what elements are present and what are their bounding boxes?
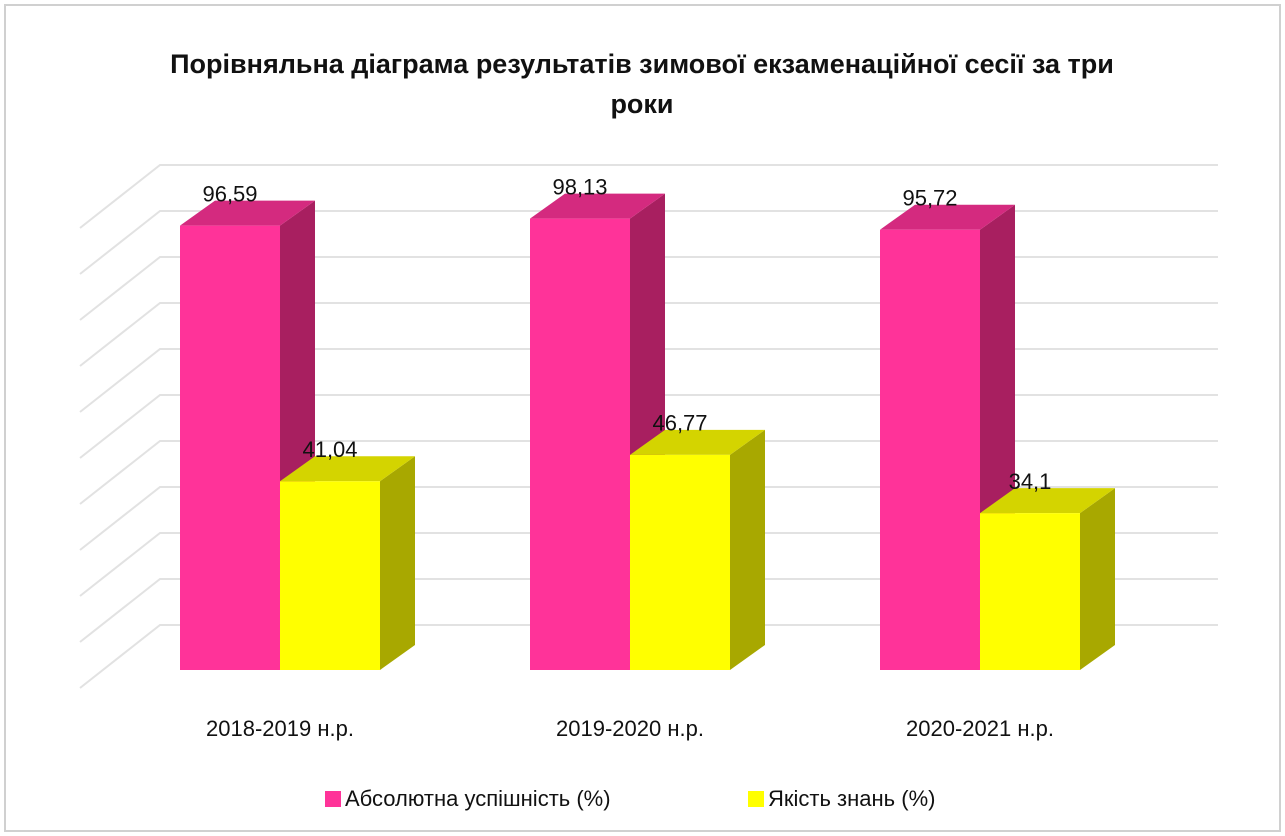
bar-top xyxy=(630,429,765,455)
bar xyxy=(630,429,765,670)
value-label: 46,77 xyxy=(652,411,707,436)
bar-top xyxy=(180,200,315,226)
bar-top xyxy=(980,488,1115,514)
x-tick-label: 2019-2020 н.р. xyxy=(556,716,704,741)
legend-label: Якість знань (%) xyxy=(768,786,935,811)
bar-front xyxy=(980,513,1080,670)
legend-swatch xyxy=(325,791,341,807)
bar-front xyxy=(280,481,380,670)
value-label: 96,59 xyxy=(202,181,257,206)
bar-top xyxy=(280,456,415,482)
grid-line xyxy=(79,624,1218,689)
legend-swatch xyxy=(748,791,764,807)
bar-side xyxy=(380,456,415,670)
grid-line xyxy=(79,256,1218,321)
bar-side xyxy=(730,429,765,670)
chart-border xyxy=(4,4,1281,832)
grid-line xyxy=(79,348,1218,413)
bar-top xyxy=(880,204,1015,230)
bar xyxy=(280,456,415,670)
value-label: 41,04 xyxy=(302,437,357,462)
x-tick-label: 2018-2019 н.р. xyxy=(206,716,354,741)
bar xyxy=(980,488,1115,670)
grid-line xyxy=(79,210,1218,275)
x-tick-label: 2020-2021 н.р. xyxy=(906,716,1054,741)
grid-line xyxy=(79,302,1218,367)
value-label: 95,72 xyxy=(902,186,957,211)
grid-line xyxy=(79,440,1218,505)
bar-top xyxy=(530,193,665,219)
grid-line xyxy=(79,164,1218,229)
grid-line xyxy=(79,532,1218,597)
bar-front xyxy=(530,218,630,671)
bar-front xyxy=(180,225,280,670)
grid-line xyxy=(79,486,1218,551)
bar-front xyxy=(880,229,980,671)
legend-label: Абсолютна успішність (%) xyxy=(345,786,611,811)
bar-front xyxy=(630,454,730,670)
value-label: 98,13 xyxy=(552,174,607,199)
grid-line xyxy=(79,394,1218,459)
grid-line xyxy=(79,578,1218,643)
value-label: 34,1 xyxy=(1009,469,1052,494)
bar-side xyxy=(1080,488,1115,670)
chart-title: Порівняльна діаграма результатів зимової… xyxy=(170,49,1114,119)
